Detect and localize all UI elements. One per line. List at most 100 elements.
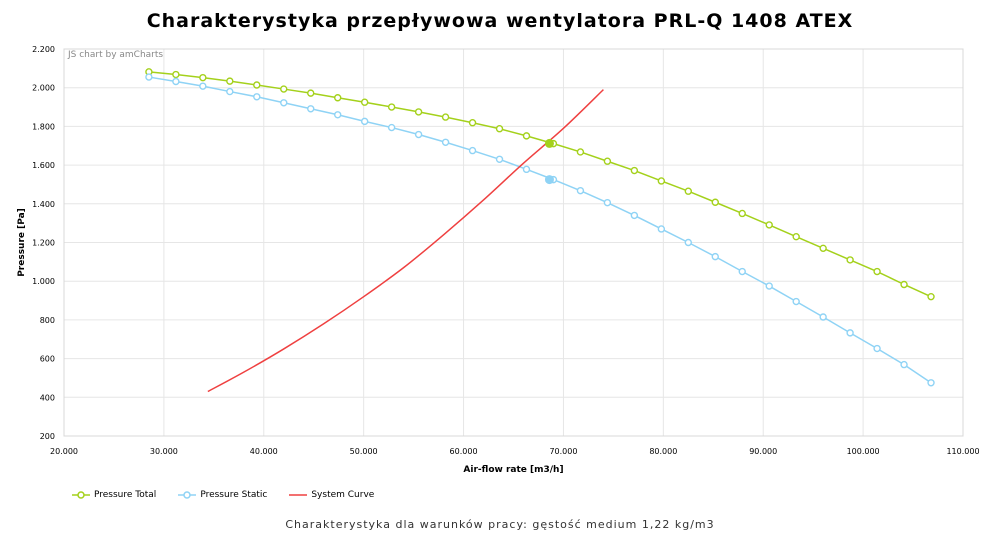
- x-tick-label: 30.000: [150, 447, 178, 456]
- data-point-pressure-total: [711, 198, 719, 206]
- data-point-pressure-total: [873, 267, 881, 276]
- data-point-pressure-static: [495, 155, 504, 163]
- chart-title: Charakterystyka przepływowa wentylatora …: [146, 10, 854, 32]
- data-point-pressure-static: [603, 198, 612, 207]
- data-point-pressure-static: [280, 99, 288, 107]
- series-line-pressure-static: [148, 76, 932, 384]
- data-point-pressure-total: [657, 177, 666, 185]
- data-point-pressure-static: [873, 344, 881, 353]
- data-point-pressure-static: [819, 313, 827, 321]
- data-point-pressure-static: [468, 146, 477, 155]
- y-axis-title: Pressure [Pa]: [17, 208, 27, 277]
- data-point-pressure-total: [280, 85, 288, 93]
- data-point-pressure-static: [145, 73, 153, 81]
- data-point-pressure-static: [630, 211, 639, 220]
- data-point-pressure-total: [172, 70, 180, 79]
- data-point-pressure-total: [360, 98, 369, 106]
- data-point-pressure-static: [253, 93, 261, 101]
- x-axis-tick-labels: 20.000 30.000 40.000 50.000 60.000 70.000 80.0…: [50, 447, 980, 456]
- chart-credit[interactable]: JS chart by amCharts: [68, 50, 164, 60]
- data-point-pressure-total: [684, 187, 693, 195]
- data-point-pressure-static: [684, 238, 693, 247]
- data-point-pressure-static: [172, 77, 180, 86]
- data-point-pressure-static: [900, 360, 908, 369]
- data-point-pressure-static: [307, 105, 315, 113]
- data-point-pressure-static: [846, 329, 854, 337]
- data-point-pressure-total: [199, 73, 207, 82]
- y-tick-label: 600: [40, 355, 55, 364]
- data-point-pressure-total: [630, 166, 639, 175]
- y-tick-label: 400: [40, 393, 55, 402]
- data-point-pressure-total: [522, 132, 531, 140]
- chart-series: [145, 68, 935, 393]
- legend-item-system-curve[interactable]: System Curve: [289, 490, 374, 500]
- data-point-pressure-total: [495, 125, 504, 133]
- chart-legend: Pressure Total Pressure Static System Cu…: [72, 490, 374, 500]
- series-line-system-curve: [207, 89, 604, 393]
- data-point-pressure-static: [522, 165, 531, 174]
- data-point-pressure-total: [738, 209, 746, 218]
- y-axis-tick-labels: 200 400 600 800 1.000 1.200 1.400 1.600 1.800 2.0…: [32, 45, 55, 441]
- data-point-pressure-static: [333, 111, 342, 119]
- data-point-pressure-total: [576, 148, 585, 156]
- data-point-pressure-static: [657, 225, 666, 233]
- y-tick-label: 1.400: [32, 200, 55, 209]
- data-point-pressure-total: [307, 89, 315, 97]
- data-point-pressure-static: [711, 252, 719, 261]
- data-point-pressure-total: [468, 119, 477, 127]
- y-tick-label: 2.000: [32, 84, 55, 93]
- data-point-pressure-static: [414, 130, 423, 139]
- data-point-pressure-total: [414, 108, 423, 116]
- y-tick-label: 800: [40, 316, 55, 325]
- data-point-pressure-total: [333, 94, 342, 102]
- legend-marker-pressure-total: [72, 491, 90, 499]
- x-tick-label: 40.000: [250, 447, 278, 456]
- data-point-pressure-static: [576, 186, 585, 195]
- data-point-pressure-total: [387, 103, 396, 111]
- legend-item-pressure-total[interactable]: Pressure Total: [72, 490, 156, 500]
- y-tick-label: 1.800: [32, 122, 55, 131]
- data-point-pressure-total: [819, 244, 827, 253]
- data-point-pressure-static: [927, 379, 935, 387]
- data-point-pressure-total: [441, 113, 450, 121]
- data-point-pressure-static: [199, 82, 207, 90]
- data-point-pressure-total: [226, 77, 234, 85]
- data-point-pressure-total: [846, 256, 854, 264]
- data-point-pressure-static: [441, 138, 450, 146]
- y-tick-label: 1.000: [32, 277, 55, 286]
- x-tick-label: 70.000: [549, 447, 577, 456]
- chart-subtitle: Charakterystyka dla warunków pracy: gęst…: [285, 518, 715, 531]
- x-tick-label: 90.000: [749, 447, 777, 456]
- x-tick-label: 60.000: [450, 447, 478, 456]
- legend-item-pressure-static[interactable]: Pressure Static: [178, 490, 267, 500]
- legend-label-pressure-total: Pressure Total: [94, 490, 157, 500]
- series-line-pressure-total: [148, 71, 932, 298]
- y-tick-label: 2.200: [32, 45, 55, 54]
- data-point-pressure-static: [360, 117, 369, 126]
- legend-marker-system-curve: [289, 494, 308, 496]
- legend-label-pressure-static: Pressure Static: [200, 490, 268, 500]
- y-tick-label: 1.200: [32, 239, 55, 248]
- legend-label-system-curve: System Curve: [311, 490, 375, 500]
- chart-grid: [63, 48, 964, 437]
- legend-marker-pressure-static: [178, 491, 197, 499]
- data-point-pressure-total: [927, 292, 935, 301]
- data-point-pressure-static: [765, 282, 773, 290]
- data-point-pressure-total: [900, 280, 908, 289]
- data-point-pressure-static: [792, 297, 800, 306]
- y-tick-label: 1.600: [32, 161, 55, 170]
- data-point-pressure-static: [226, 87, 234, 96]
- y-tick-label: 200: [40, 432, 55, 441]
- data-point-pressure-static: [387, 123, 396, 132]
- operating-points: [544, 138, 554, 185]
- operating-point-pressure-total: [544, 138, 554, 148]
- plot-area-border: [63, 48, 964, 437]
- x-tick-label: 50.000: [350, 447, 378, 456]
- data-point-pressure-static: [738, 267, 746, 276]
- x-tick-label: 20.000: [50, 447, 78, 456]
- data-point-pressure-total: [253, 81, 261, 89]
- data-point-pressure-total: [765, 221, 773, 229]
- data-point-pressure-total: [603, 157, 612, 165]
- x-tick-label: 80.000: [649, 447, 677, 456]
